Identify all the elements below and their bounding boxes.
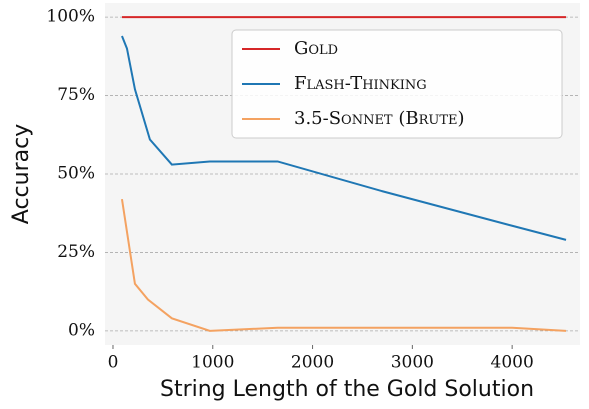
x-tick-label: 3000	[391, 353, 434, 373]
y-axis-label: Accuracy	[9, 124, 34, 224]
legend-label: Flash-Thinking	[294, 73, 427, 94]
y-tick-label: 50%	[57, 164, 95, 184]
x-tick-label: 4000	[491, 353, 534, 373]
y-tick-label: 0%	[68, 320, 95, 340]
x-tick-label: 1000	[191, 353, 234, 373]
x-tick-label: 0	[108, 353, 119, 373]
y-tick-label: 25%	[57, 242, 95, 262]
legend-label: Gold	[294, 38, 338, 59]
y-tick-label: 100%	[46, 7, 95, 27]
series-line	[120, 198, 567, 332]
x-axis-label: String Length of the Gold Solution	[160, 377, 534, 402]
series-line	[121, 35, 567, 241]
x-tick-label: 2000	[291, 353, 334, 373]
legend-label: 3.5-Sonnet (Brute)	[294, 108, 465, 129]
y-tick-label: 75%	[57, 85, 95, 105]
legend-box	[231, 29, 563, 139]
